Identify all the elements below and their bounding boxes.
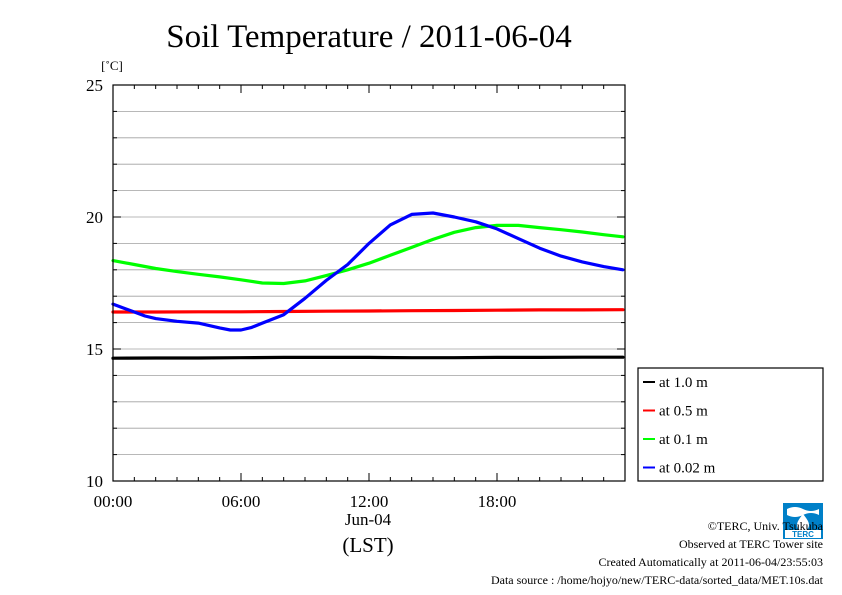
x-tick-label: 18:00 bbox=[478, 492, 517, 511]
terc-logo: TERC bbox=[783, 503, 823, 539]
footer-copyright: ©TERC, Univ. Tsukuba bbox=[707, 519, 823, 533]
x-tick-label: 00:00 bbox=[94, 492, 133, 511]
y-tick-label: 15 bbox=[86, 340, 103, 359]
svg-text:TERC: TERC bbox=[792, 530, 814, 539]
footer-observed: Observed at TERC Tower site bbox=[678, 537, 823, 551]
y-tick-label: 10 bbox=[86, 472, 103, 491]
legend-label: at 0.02 m bbox=[659, 461, 716, 477]
y-tick-label: 25 bbox=[86, 76, 103, 95]
legend-label: at 0.1 m bbox=[659, 432, 708, 448]
series-line-0 bbox=[111, 355, 625, 360]
series-line-3 bbox=[111, 211, 625, 332]
plot-area: 10 15 20 25 00:00 06:00 12:00 18:00 bbox=[86, 76, 626, 511]
chart-title: Soil Temperature / 2011-06-04 bbox=[166, 19, 572, 55]
y-axis-unit-label: [˚C] bbox=[101, 58, 123, 73]
legend-label: at 1.0 m bbox=[659, 375, 708, 391]
footer-created: Created Automatically at 2011-06-04/23:5… bbox=[598, 555, 823, 569]
x-tick-label: 06:00 bbox=[222, 492, 261, 511]
series-line-2 bbox=[111, 223, 625, 286]
series-line-1 bbox=[111, 308, 625, 314]
plot-frame bbox=[112, 84, 626, 482]
y-tick-label: 20 bbox=[86, 208, 103, 227]
x-axis-label: (LST) bbox=[342, 533, 393, 557]
x-axis-date-label: Jun-04 bbox=[345, 510, 392, 529]
x-tick-label: 12:00 bbox=[350, 492, 389, 511]
footer-data-source: Data source : /home/hojyo/new/TERC-data/… bbox=[490, 573, 823, 587]
legend: at 1.0 m at 0.5 m at 0.1 m at 0.02 m bbox=[637, 367, 824, 482]
legend-label: at 0.5 m bbox=[659, 404, 708, 420]
legend-box bbox=[637, 367, 824, 482]
